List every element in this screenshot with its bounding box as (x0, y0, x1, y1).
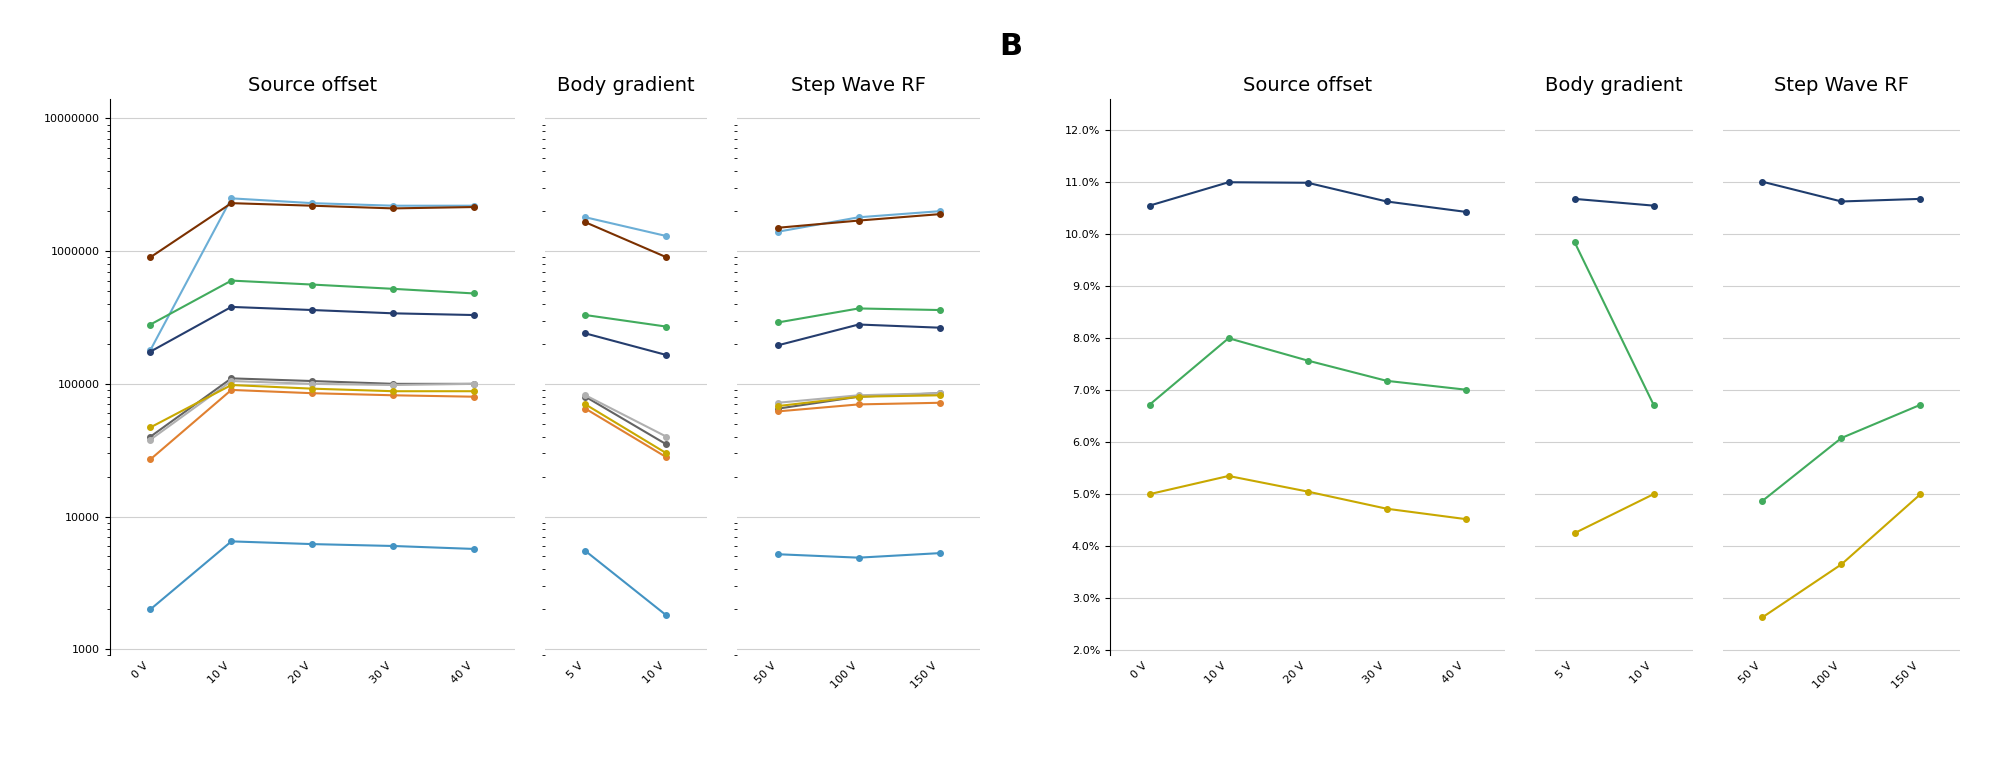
Text: B: B (1000, 32, 1022, 61)
Title: Step Wave RF: Step Wave RF (1774, 75, 1908, 94)
Legend: PFDoDS, PFHxDA, PFODA, PFTrDS, PFUnDS, 33:FTA, 5:3 FTA, 7:3 FTA, HFPO TA: PFDoDS, PFHxDA, PFODA, PFTrDS, PFUnDS, 3… (342, 761, 1008, 762)
Title: Step Wave RF: Step Wave RF (792, 75, 926, 94)
Title: Body gradient: Body gradient (558, 75, 694, 94)
Title: Body gradient: Body gradient (1546, 75, 1682, 94)
Legend: %Frag HFPOTA, %Frag PFHxDA, %Frag PFODA: %Frag HFPOTA, %Frag PFHxDA, %Frag PFODA (1468, 761, 1806, 762)
Title: Source offset: Source offset (1244, 75, 1372, 94)
Title: Source offset: Source offset (248, 75, 376, 94)
